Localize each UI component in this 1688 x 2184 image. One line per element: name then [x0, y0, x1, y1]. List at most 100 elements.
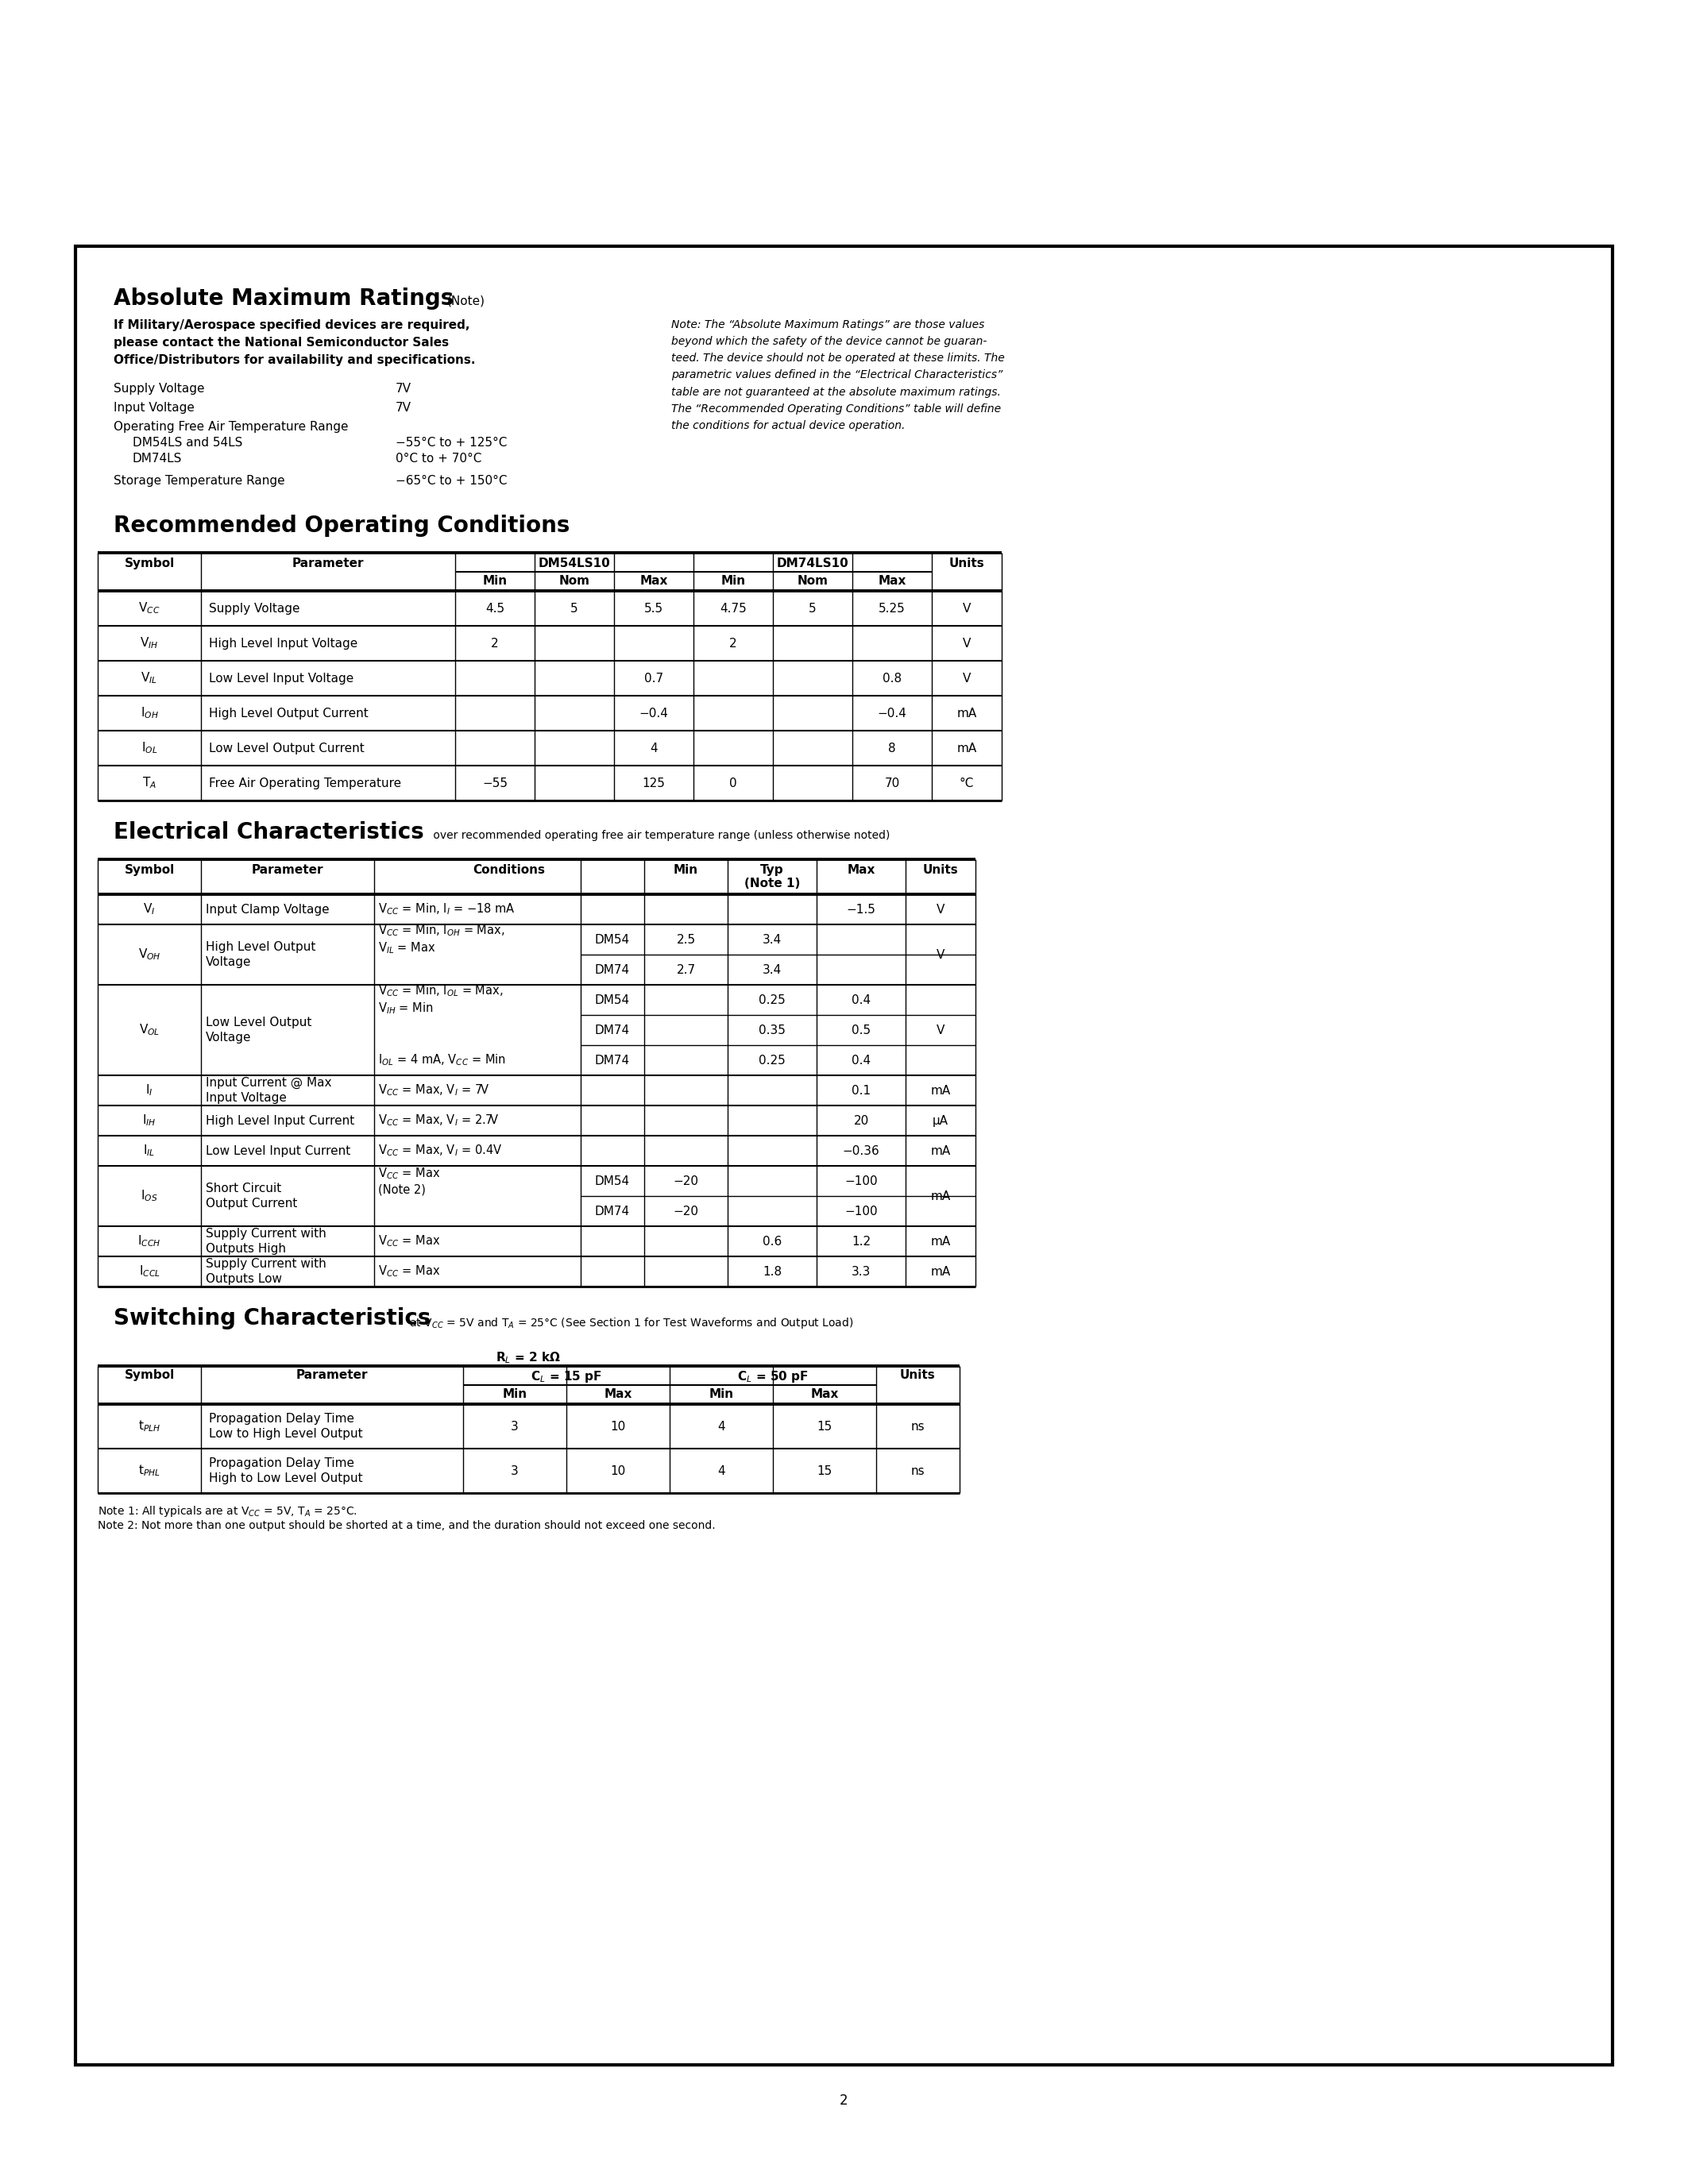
Text: 0.7: 0.7	[645, 673, 663, 684]
Text: please contact the National Semiconductor Sales: please contact the National Semiconducto…	[113, 336, 449, 349]
Text: Note 2: Not more than one output should be shorted at a time, and the duration s: Note 2: Not more than one output should …	[98, 1520, 716, 1531]
Text: Max: Max	[878, 574, 906, 587]
Text: Supply Voltage: Supply Voltage	[113, 382, 204, 395]
Text: mA: mA	[930, 1085, 950, 1096]
Text: DM74: DM74	[594, 1055, 630, 1066]
Text: −20: −20	[674, 1206, 699, 1216]
Text: 0.8: 0.8	[883, 673, 901, 684]
Text: DM74: DM74	[594, 963, 630, 976]
Text: Units: Units	[900, 1369, 935, 1380]
Text: 5.25: 5.25	[879, 603, 905, 614]
Text: (Note): (Note)	[447, 295, 486, 306]
Text: T$_A$: T$_A$	[142, 775, 157, 791]
Text: Min: Min	[674, 865, 699, 876]
Text: 0.25: 0.25	[758, 994, 785, 1007]
Text: Symbol: Symbol	[125, 557, 174, 570]
Text: 4.5: 4.5	[486, 603, 505, 614]
Text: Short Circuit
Output Current: Short Circuit Output Current	[206, 1184, 297, 1210]
Text: Nom: Nom	[797, 574, 829, 587]
Text: C$_L$ = 15 pF: C$_L$ = 15 pF	[530, 1369, 603, 1385]
Text: Max: Max	[604, 1389, 631, 1400]
Text: Input Voltage: Input Voltage	[113, 402, 194, 413]
Text: mA: mA	[930, 1144, 950, 1158]
Text: mA: mA	[957, 743, 977, 753]
Text: 15: 15	[817, 1420, 832, 1433]
Text: High Level Input Current: High Level Input Current	[206, 1114, 354, 1127]
Text: 3: 3	[511, 1420, 518, 1433]
Text: 4: 4	[717, 1420, 726, 1433]
Text: Low Level Input Current: Low Level Input Current	[206, 1144, 351, 1158]
Text: t$_{PLH}$: t$_{PLH}$	[138, 1420, 160, 1433]
Text: DM74LS: DM74LS	[133, 452, 182, 465]
Text: 1.2: 1.2	[851, 1236, 871, 1247]
Text: Nom: Nom	[559, 574, 589, 587]
Text: V$_{CC}$ = Min, I$_{OL}$ = Max,
V$_{IH}$ = Min: V$_{CC}$ = Min, I$_{OL}$ = Max, V$_{IH}$…	[378, 983, 503, 1016]
Text: I$_I$: I$_I$	[145, 1083, 154, 1099]
Text: 5.5: 5.5	[645, 603, 663, 614]
Text: I$_{IH}$: I$_{IH}$	[142, 1114, 157, 1127]
Text: V$_{CC}$ = Max, V$_I$ = 2.7V: V$_{CC}$ = Max, V$_I$ = 2.7V	[378, 1114, 500, 1127]
Text: V$_{IL}$: V$_{IL}$	[142, 670, 157, 686]
Text: Absolute Maximum Ratings: Absolute Maximum Ratings	[113, 288, 454, 310]
Text: 3: 3	[511, 1465, 518, 1476]
Text: 7V: 7V	[395, 382, 412, 395]
Text: Units: Units	[923, 865, 959, 876]
Text: 8: 8	[888, 743, 896, 753]
Text: 0.35: 0.35	[758, 1024, 785, 1035]
Text: I$_{OL}$ = 4 mA, V$_{CC}$ = Min: I$_{OL}$ = 4 mA, V$_{CC}$ = Min	[378, 1053, 506, 1068]
Text: Min: Min	[709, 1389, 734, 1400]
Text: 3.3: 3.3	[851, 1265, 871, 1278]
Text: DM54: DM54	[594, 933, 630, 946]
Text: μA: μA	[932, 1114, 949, 1127]
Text: Max: Max	[810, 1389, 839, 1400]
Text: 3.4: 3.4	[763, 933, 782, 946]
Text: at V$_{CC}$ = 5V and T$_A$ = 25°C (See Section 1 for Test Waveforms and Output L: at V$_{CC}$ = 5V and T$_A$ = 25°C (See S…	[405, 1317, 854, 1330]
Text: Note: The “Absolute Maximum Ratings” are those values
beyond which the safety of: Note: The “Absolute Maximum Ratings” are…	[672, 319, 1004, 430]
Text: Office/Distributors for availability and specifications.: Office/Distributors for availability and…	[113, 354, 476, 367]
Text: 125: 125	[641, 778, 665, 788]
Text: Max: Max	[640, 574, 668, 587]
Text: V: V	[937, 1024, 945, 1035]
Text: 15: 15	[817, 1465, 832, 1476]
Text: V$_I$: V$_I$	[143, 902, 155, 917]
Text: V$_{CC}$ = Max, V$_I$ = 7V: V$_{CC}$ = Max, V$_I$ = 7V	[378, 1083, 490, 1099]
Text: 70: 70	[885, 778, 900, 788]
Text: 0: 0	[729, 778, 738, 788]
Text: 0.6: 0.6	[763, 1236, 782, 1247]
Text: 0°C to + 70°C: 0°C to + 70°C	[395, 452, 481, 465]
Text: ns: ns	[912, 1465, 925, 1476]
Text: DM54: DM54	[594, 994, 630, 1007]
Text: I$_{OS}$: I$_{OS}$	[140, 1188, 159, 1203]
Text: −0.36: −0.36	[842, 1144, 879, 1158]
Text: High Level Input Voltage: High Level Input Voltage	[209, 638, 358, 649]
Text: Input Clamp Voltage: Input Clamp Voltage	[206, 904, 329, 915]
Text: 0.4: 0.4	[851, 994, 871, 1007]
Text: 0.1: 0.1	[851, 1085, 871, 1096]
Text: 5: 5	[809, 603, 817, 614]
Text: Electrical Characteristics: Electrical Characteristics	[113, 821, 424, 843]
Text: 7V: 7V	[395, 402, 412, 413]
Bar	[76, 247, 1612, 2064]
Text: If Military/Aerospace specified devices are required,: If Military/Aerospace specified devices …	[113, 319, 469, 332]
Text: Input Current @ Max
Input Voltage: Input Current @ Max Input Voltage	[206, 1077, 331, 1103]
Text: ns: ns	[912, 1420, 925, 1433]
Text: Note 1: All typicals are at V$_{CC}$ = 5V, T$_A$ = 25°C.: Note 1: All typicals are at V$_{CC}$ = 5…	[98, 1505, 358, 1518]
Text: −20: −20	[674, 1175, 699, 1186]
Text: Max: Max	[847, 865, 874, 876]
Text: Propagation Delay Time
Low to High Level Output: Propagation Delay Time Low to High Level…	[209, 1413, 363, 1439]
Text: DM54LS10: DM54LS10	[538, 557, 611, 570]
Text: 0.25: 0.25	[758, 1055, 785, 1066]
Text: mA: mA	[930, 1265, 950, 1278]
Text: V$_{IH}$: V$_{IH}$	[140, 636, 159, 651]
Text: Parameter: Parameter	[292, 557, 365, 570]
Text: 2.5: 2.5	[677, 933, 695, 946]
Text: Low Level Output
Voltage: Low Level Output Voltage	[206, 1018, 312, 1044]
Text: V$_{CC}$ = Max: V$_{CC}$ = Max	[378, 1234, 441, 1249]
Text: Recommended Operating Conditions: Recommended Operating Conditions	[113, 515, 571, 537]
Text: 2.7: 2.7	[677, 963, 695, 976]
Text: 4: 4	[717, 1465, 726, 1476]
Text: −100: −100	[844, 1175, 878, 1186]
Text: mA: mA	[930, 1190, 950, 1201]
Text: Parameter: Parameter	[252, 865, 324, 876]
Text: I$_{OL}$: I$_{OL}$	[142, 740, 157, 756]
